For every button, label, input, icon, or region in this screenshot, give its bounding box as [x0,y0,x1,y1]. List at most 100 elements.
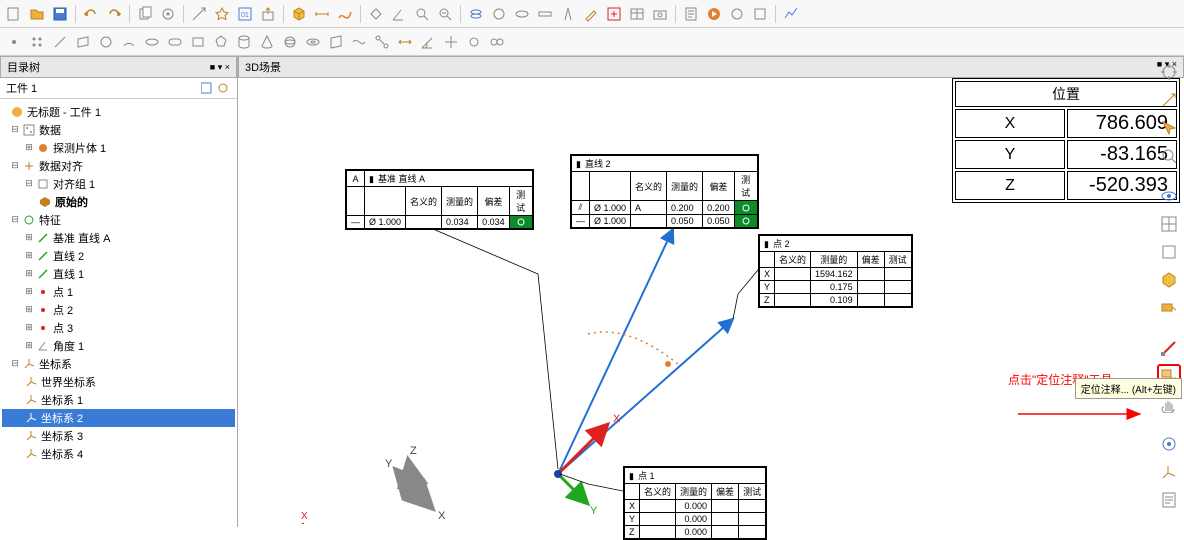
rect-icon[interactable] [188,32,208,52]
circle-tool-icon[interactable] [489,4,509,24]
side-pick-icon[interactable] [1157,116,1181,140]
face-icon[interactable] [326,32,346,52]
star-icon[interactable] [212,4,232,24]
open-icon[interactable] [27,4,47,24]
position-title: 位置 [955,81,1177,107]
settings-icon[interactable] [158,4,178,24]
tree-cs4[interactable]: 坐标系 4 [2,445,235,463]
redo-icon[interactable] [104,4,124,24]
callout-pt2[interactable]: ▮点 2 名义的测量的偏差测试 X1594.162 Y0.175 Z0.109 [758,234,913,308]
zoom-icon[interactable] [412,4,432,24]
side-doc-icon[interactable] [1157,488,1181,512]
side-shade-icon[interactable] [1157,268,1181,292]
callout-line-2[interactable]: ▮直线 2 名义的测量的偏差测试 ⫽Ø 1.000A0.2000.200 —Ø … [570,154,759,229]
add-icon[interactable] [604,4,624,24]
torus-icon[interactable] [303,32,323,52]
gear2-icon[interactable] [464,32,484,52]
angle-tool-icon[interactable] [389,4,409,24]
side-probe-icon[interactable] [1157,432,1181,456]
dim-icon[interactable] [395,32,415,52]
tree-align-group[interactable]: ⊟对齐组 1 [2,175,235,193]
side-wire-icon[interactable] [1157,240,1181,264]
tree-probe[interactable]: ⊞探测片体 1 [2,139,235,157]
side-measure-icon[interactable] [1157,336,1181,360]
zoom-fit-icon[interactable] [435,4,455,24]
side-label-icon[interactable] [1157,296,1181,320]
plane-icon[interactable] [73,32,93,52]
ellipse-icon[interactable] [142,32,162,52]
side-search-icon[interactable] [1157,144,1181,168]
layer-icon[interactable] [466,4,486,24]
tree-pt3[interactable]: ⊞点 3 [2,319,235,337]
nodes-icon[interactable] [372,32,392,52]
callout-line-a[interactable]: A▮基准 直线 A 名义的测量的偏差测试 —Ø 1.0000.0340.034 [345,169,534,230]
tree-pt1[interactable]: ⊞点 1 [2,283,235,301]
tree-data[interactable]: ⊟数据 [2,121,235,139]
curve2-icon[interactable] [349,32,369,52]
report-icon[interactable] [681,4,701,24]
tree-features[interactable]: ⊟特征 [2,211,235,229]
data-icon[interactable]: 01 [235,4,255,24]
side-arrow-icon[interactable] [1157,88,1181,112]
undo-icon[interactable] [81,4,101,24]
cross-icon[interactable] [441,32,461,52]
pen-icon[interactable] [581,4,601,24]
tree-angle1[interactable]: ⊞角度 1 [2,337,235,355]
tree-coords[interactable]: ⊟坐标系 [2,355,235,373]
export-icon[interactable] [258,4,278,24]
scene-title: 3D场景 [245,59,281,75]
line-icon[interactable] [50,32,70,52]
tree-align[interactable]: ⊟数据对齐 [2,157,235,175]
camera-icon[interactable] [650,4,670,24]
tree-root[interactable]: 无标题 - 工件 1 [2,103,235,121]
slot-icon[interactable] [165,32,185,52]
points-icon[interactable] [27,32,47,52]
circle-icon[interactable] [96,32,116,52]
toolbar-main: 01 [0,0,1184,28]
tree-line2[interactable]: ⊞直线 2 [2,247,235,265]
trowel-icon[interactable] [366,4,386,24]
save-icon[interactable] [50,4,70,24]
panel-controls[interactable]: ■ ▾ × [210,62,230,73]
side-target-icon[interactable] [1157,60,1181,84]
arc-icon[interactable] [119,32,139,52]
cube-icon[interactable] [289,4,309,24]
ruler-icon[interactable] [535,4,555,24]
sphere-icon[interactable] [280,32,300,52]
curve-icon[interactable] [335,4,355,24]
compass-icon[interactable] [558,4,578,24]
poly-icon[interactable] [211,32,231,52]
tree-original[interactable]: 原始的 [2,193,235,211]
play-icon[interactable] [704,4,724,24]
tree-cs1[interactable]: 坐标系 1 [2,391,235,409]
tree-subtitle-row: 工件 1 [0,78,237,99]
tool-a-icon[interactable] [189,4,209,24]
link-icon[interactable] [487,32,507,52]
position-table: 位置 X786.609 Y-83.165 Z-520.393 [952,78,1180,203]
table-icon[interactable] [627,4,647,24]
chart-icon[interactable] [781,4,801,24]
tree-datum-line-a[interactable]: ⊞基准 直线 A [2,229,235,247]
side-eye-icon[interactable] [1157,184,1181,208]
ellipse-tool-icon[interactable] [512,4,532,24]
stop-icon[interactable] [727,4,747,24]
callout-pt1[interactable]: ▮点 1 名义的测量的偏差测试 X0.000 Y0.000 Z0.000 [623,466,767,540]
copy-icon[interactable] [135,4,155,24]
measure-icon[interactable] [312,4,332,24]
tree-sub-icons[interactable] [201,82,231,94]
point-icon[interactable] [4,32,24,52]
cylinder-icon[interactable] [234,32,254,52]
record-icon[interactable] [750,4,770,24]
tree-line1[interactable]: ⊞直线 1 [2,265,235,283]
tree-cs2[interactable]: 坐标系 2 [2,409,235,427]
tree-body: 无标题 - 工件 1 ⊟数据 ⊞探测片体 1 ⊟数据对齐 ⊟对齐组 1 原始的 … [0,99,237,527]
cone-icon[interactable] [257,32,277,52]
side-grid-icon[interactable] [1157,212,1181,236]
angle-icon[interactable] [418,32,438,52]
tree-cs3[interactable]: 坐标系 3 [2,427,235,445]
scene-3d[interactable]: 3D场景 ■ ▾ × X Y [238,56,1184,527]
side-coord-icon[interactable] [1157,460,1181,484]
tree-pt2[interactable]: ⊞点 2 [2,301,235,319]
tree-world[interactable]: 世界坐标系 [2,373,235,391]
new-icon[interactable] [4,4,24,24]
